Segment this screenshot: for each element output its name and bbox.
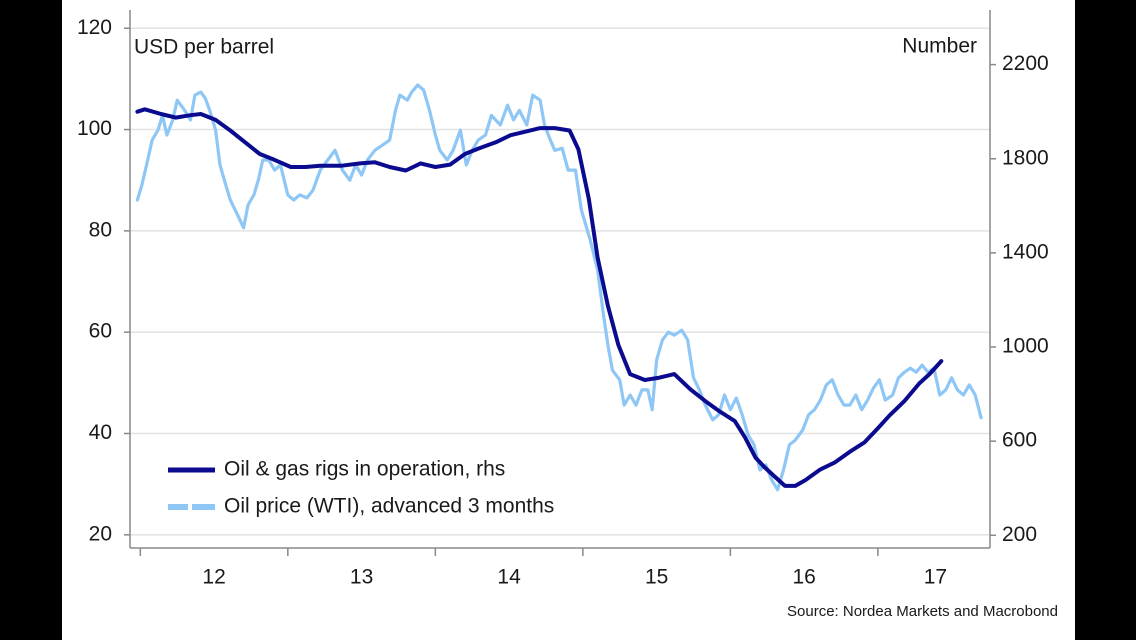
y-tick-label: 80 bbox=[89, 218, 112, 241]
y2-tick-label: 1800 bbox=[1002, 146, 1049, 169]
source-note: Source: Nordea Markets and Macrobond bbox=[787, 603, 1058, 620]
x-tick-label: 16 bbox=[792, 566, 815, 589]
y-axis-label: USD per barrel bbox=[134, 36, 274, 59]
y2-tick-label: 1000 bbox=[1002, 335, 1049, 358]
y2-tick-label: 600 bbox=[1002, 429, 1037, 452]
y2-tick-label: 1400 bbox=[1002, 240, 1049, 263]
x-tick-label: 15 bbox=[645, 566, 668, 589]
chart-background bbox=[62, 0, 1075, 640]
y-tick-label: 100 bbox=[77, 117, 112, 140]
x-tick-label: 14 bbox=[497, 566, 521, 589]
x-tick-label: 17 bbox=[924, 566, 947, 589]
x-tick-label: 13 bbox=[350, 566, 373, 589]
y2-tick-label: 2200 bbox=[1002, 52, 1049, 75]
y-tick-label: 120 bbox=[77, 16, 112, 39]
y-tick-label: 40 bbox=[89, 421, 112, 444]
y-tick-label: 60 bbox=[89, 320, 112, 343]
y2-tick-label: 200 bbox=[1002, 523, 1037, 546]
series-line bbox=[135, 83, 983, 492]
y-tick-label: 20 bbox=[89, 522, 112, 545]
x-tick-label: 12 bbox=[202, 566, 225, 589]
legend-label: Oil & gas rigs in operation, rhs bbox=[224, 458, 505, 481]
y2-axis-label: Number bbox=[902, 35, 977, 58]
legend-label: Oil price (WTI), advanced 3 months bbox=[224, 495, 554, 518]
series-line bbox=[135, 107, 944, 488]
